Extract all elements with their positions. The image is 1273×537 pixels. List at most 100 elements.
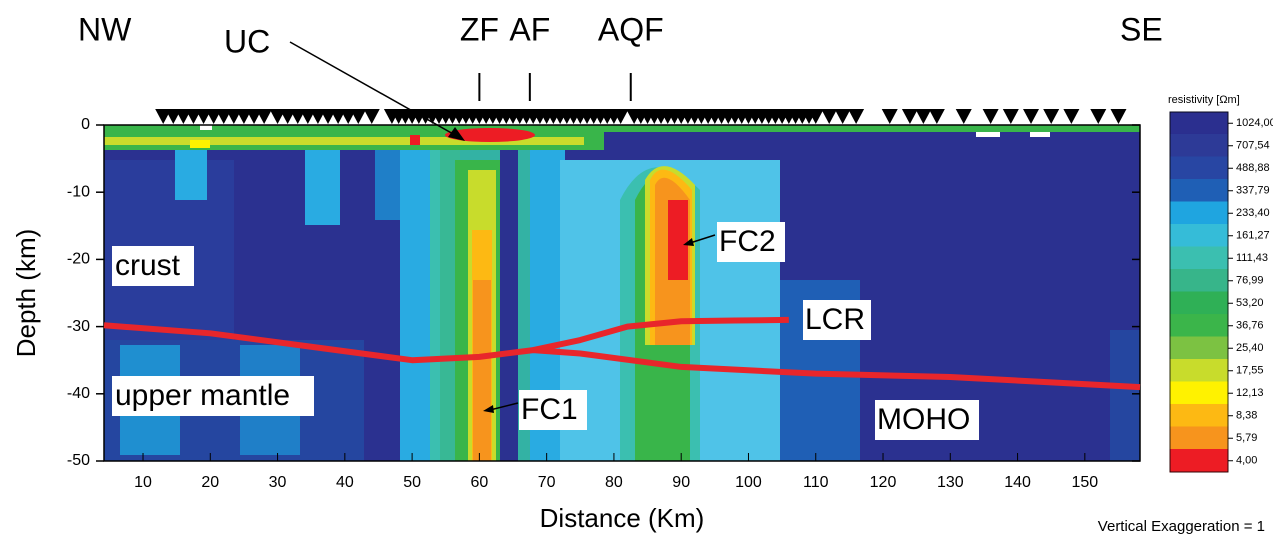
station [225,109,242,124]
colorbar-title: resistivity [Ωm] [1168,94,1240,106]
fault-label: AF [509,11,550,47]
station [807,109,824,124]
se-label: SE [1120,11,1163,47]
colorbar-swatch [1169,426,1229,450]
boundary-line [532,316,789,354]
y-tick-label: -20 [67,251,90,268]
x-tick-label: 10 [134,474,152,491]
line-label: MOHO [877,403,970,436]
station [235,109,252,124]
station [309,109,326,124]
y-tick-label: 0 [81,116,90,133]
x-tick-label: 60 [470,474,488,491]
station [915,109,932,124]
station [185,109,202,124]
mantle-label: upper mantle [115,379,290,412]
station [612,109,629,124]
station [340,109,357,124]
colorbar-swatch [1169,313,1229,338]
x-tick-label: 20 [201,474,219,491]
station [279,109,296,124]
station [1090,109,1107,124]
station [1110,109,1127,124]
x-tick-label: 70 [538,474,556,491]
crust-box [112,246,194,286]
station [269,109,286,124]
station [175,109,192,124]
colorbar-label: 36,76 [1236,320,1264,332]
uc-arrowhead [448,127,465,141]
station [1023,109,1040,124]
y-tick-label: -30 [67,318,90,335]
station [363,109,380,124]
colorbar-swatch [1169,381,1229,405]
colorbar-label: 53,20 [1236,297,1264,309]
fc2-label: FC2 [719,225,776,258]
crust-label: crust [115,249,181,282]
station [299,109,316,124]
colorbar-swatch [1169,449,1229,473]
colorbar-label: 707,54 [1236,140,1270,152]
x-tick-label: 140 [1004,474,1031,491]
colorbar-label: 8,38 [1236,410,1257,422]
y-tick-label: -40 [67,385,90,402]
station [165,109,182,124]
colorbar-label: 4,00 [1236,455,1257,467]
station [928,109,945,124]
station [350,109,367,124]
x-tick-label: 110 [803,474,829,491]
x-tick-label: 130 [937,474,964,491]
fc1-label: FC1 [521,393,578,426]
fc2-box [717,222,785,262]
fault-label: AQF [598,11,664,47]
x-tick-label: 80 [605,474,623,491]
colorbar-swatch [1169,403,1229,428]
y-axis-title: Depth (km) [11,229,41,358]
station [848,109,865,124]
x-tick-label: 40 [336,474,354,491]
colorbar-swatch [1169,269,1229,293]
colorbar-swatch [1169,201,1229,226]
station [955,109,972,124]
uc-label: UC [224,23,270,59]
colorbar-label: 233,40 [1236,207,1270,219]
colorbar-label: 12,13 [1236,387,1264,399]
colorbar-label: 337,79 [1236,185,1270,197]
colorbar-label: 5,79 [1236,432,1257,444]
station [881,109,898,124]
colorbar-label: 111,43 [1236,252,1268,264]
fc2-arrow [689,234,716,244]
y-tick-label: -10 [67,183,90,200]
station [330,109,347,124]
x-tick-label: 90 [672,474,690,491]
x-tick-label: 100 [735,474,762,491]
station [834,109,851,124]
colorbar-swatch [1169,291,1229,315]
station [246,109,263,124]
colorbar-swatch [1169,156,1229,180]
station [205,109,222,124]
colorbar-label: 161,27 [1236,230,1270,242]
colorbar-label: 17,55 [1236,365,1264,377]
station [195,109,212,124]
colorbar-swatch [1169,223,1229,248]
station [1063,109,1080,124]
plot-frame [103,124,1141,462]
y-tick-label: -50 [67,452,90,469]
x-tick-label: 120 [870,474,897,491]
colorbar-swatch [1169,246,1229,271]
station [289,109,306,124]
x-axis-title: Distance (Km) [540,503,705,533]
boundary-line [103,322,1141,391]
fc1-arrowhead [483,405,494,413]
colorbar-swatch [1169,358,1229,383]
x-tick-label: 150 [1071,474,1098,491]
nw-label: NW [78,11,132,47]
colorbar-label: 488,88 [1236,162,1270,174]
line-label-box [875,400,979,440]
line-label-box [803,300,871,340]
station [215,109,232,124]
colorbar-label: 76,99 [1236,275,1264,287]
fc2-arrowhead [683,238,694,246]
